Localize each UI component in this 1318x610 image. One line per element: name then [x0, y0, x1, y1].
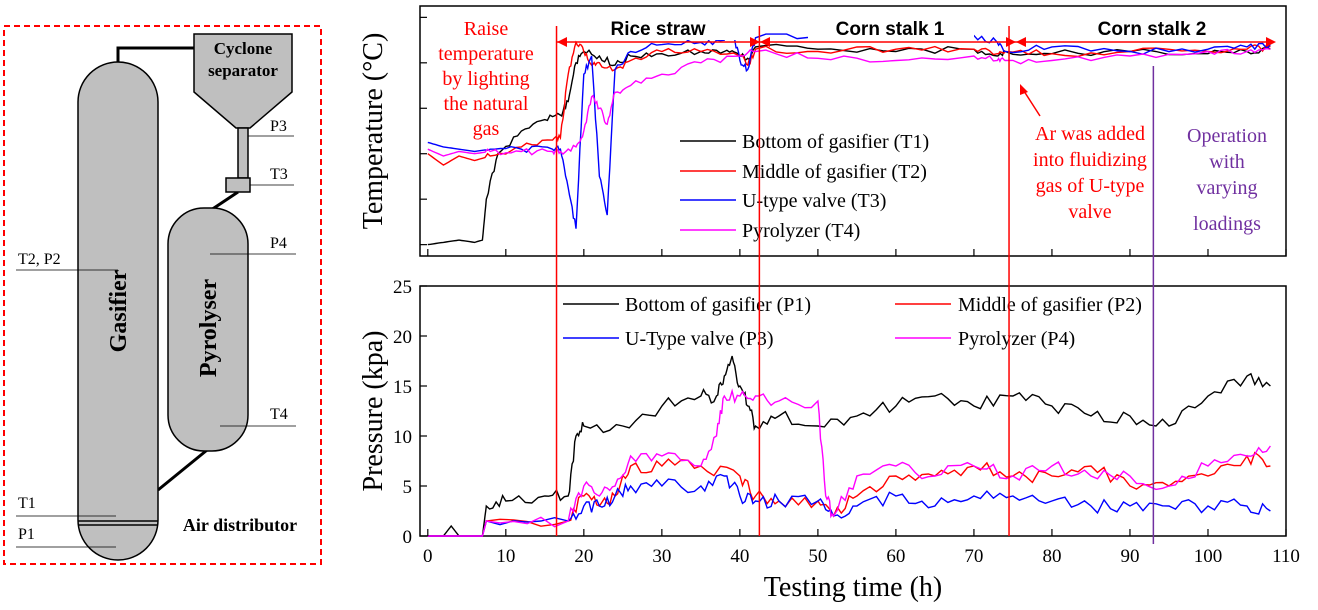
- diagram-border: [3, 25, 322, 565]
- gasifier-vessel: [77, 61, 159, 561]
- section-rice-straw: Rice straw: [610, 19, 705, 40]
- svg-text:temperature: temperature: [438, 43, 534, 65]
- series-line-4: [427, 47, 1271, 157]
- pressure-axis-title: Pressure (kpa): [358, 331, 389, 492]
- svg-text:the natural: the natural: [444, 93, 529, 115]
- svg-text:Ar was added: Ar was added: [1035, 123, 1145, 145]
- svg-text:loadings: loadings: [1193, 213, 1261, 235]
- temperature-y-ticks: [420, 16, 427, 246]
- p1-label: P1: [18, 526, 35, 543]
- t2p2-label: T2, P2: [18, 251, 61, 268]
- series-8: [427, 388, 1271, 537]
- series-7: [427, 473, 1271, 537]
- legend-t4: Pyrolyzer (T4): [742, 220, 860, 242]
- cyclone-label-line1: Cyclone: [214, 39, 273, 58]
- series-line-3: [427, 26, 1271, 229]
- svg-text:into fluidizing: into fluidizing: [1033, 149, 1147, 171]
- x-tick-label: 0: [423, 546, 433, 567]
- cyclone-separator: [193, 33, 293, 129]
- section-corn-stalk-2: Corn stalk 2: [1098, 19, 1207, 40]
- pressure-series: [427, 355, 1271, 537]
- svg-text:gas: gas: [473, 118, 500, 140]
- time-axis-title: Testing time (h): [764, 572, 942, 603]
- legend-t3: U-type valve (T3): [742, 190, 886, 212]
- x-tick-label: 110: [1272, 546, 1300, 567]
- air-distributor-label: Air distributor: [183, 515, 297, 535]
- y-tick-label: 10: [393, 427, 412, 448]
- x-tick-label: 10: [496, 546, 515, 567]
- section-arrows: [557, 16, 1276, 47]
- temperature-axis-title: Temperature (°C): [358, 33, 389, 230]
- section-corn-stalk-1: Corn stalk 1: [836, 19, 945, 40]
- gasifier-label: Gasifier: [106, 269, 132, 352]
- x-tick-label: 90: [1120, 546, 1139, 567]
- pressure-legend: Bottom of gasifier (P1) Middle of gasifi…: [563, 294, 1142, 350]
- operation-note: Operation with varying loadings: [1187, 125, 1267, 235]
- temperature-panel: Temperature (°C) Bottom of gasifier (T1)…: [358, 5, 1287, 257]
- process-diagram: Cyclone separator P3 T3 P4 T4 T2, P2 T1 …: [3, 25, 322, 565]
- svg-text:gas of U-type: gas of U-type: [1036, 175, 1145, 197]
- svg-text:Operation: Operation: [1187, 125, 1267, 147]
- svg-text:with: with: [1209, 151, 1245, 173]
- temperature-legend: Bottom of gasifier (T1) Middle of gasifi…: [680, 131, 929, 242]
- x-tick-label: 80: [1042, 546, 1061, 567]
- t1-label: T1: [18, 495, 36, 512]
- x-tick-label: 20: [574, 546, 593, 567]
- series-3: [427, 26, 1271, 229]
- x-tick-label: 30: [652, 546, 671, 567]
- x-tick-label: 50: [808, 546, 827, 567]
- temperature-x-ticks: [427, 249, 1287, 256]
- ar-added-note: Ar was added into fluidizing gas of U-ty…: [1020, 84, 1147, 223]
- legend-p1: Bottom of gasifier (P1): [625, 294, 811, 316]
- y-tick-label: 25: [393, 277, 412, 298]
- x-tick-label: 100: [1194, 546, 1223, 567]
- u-type-valve: [225, 177, 251, 193]
- series-4: [427, 47, 1271, 157]
- p3-label: P3: [270, 118, 287, 135]
- event-markers: [555, 26, 1155, 544]
- legend-p2: Middle of gasifier (P2): [958, 294, 1142, 316]
- p4-label: P4: [270, 235, 287, 252]
- pyrolyser-vessel: [167, 207, 249, 452]
- y-tick-label: 15: [393, 377, 412, 398]
- pressure-panel: 0 10 20 30 40 50 60 70 80 90 100 110 0 5 10 15 20 25 Pre…: [358, 277, 1300, 603]
- x-tick-label: 70: [964, 546, 983, 567]
- pressure-plot-frame: [419, 285, 1287, 537]
- pyrolyser-to-gasifier-pipe: [157, 444, 213, 492]
- cyclone-label-line2: separator: [208, 61, 278, 80]
- y-tick-label: 0: [403, 527, 413, 548]
- legend-p4: Pyrolyzer (P4): [958, 328, 1075, 350]
- legend-p3: U-Type valve (P3): [625, 328, 774, 350]
- x-tick-label: 40: [730, 546, 749, 567]
- series-line-8: [427, 388, 1271, 537]
- x-tick-label: 60: [886, 546, 905, 567]
- pyrolyser-label: Pyrolyser: [196, 279, 222, 378]
- svg-text:by lighting: by lighting: [442, 68, 529, 90]
- standpipe: [237, 127, 249, 179]
- y-tick-label: 5: [403, 477, 413, 498]
- raise-temperature-note: Raise temperature by lighting the natura…: [438, 18, 534, 140]
- y-tick-label: 20: [393, 327, 412, 348]
- series-line-7: [427, 473, 1271, 537]
- pressure-y-ticks: 0 5 10 15 20 25: [393, 277, 427, 548]
- t3-label: T3: [270, 166, 288, 183]
- svg-text:Raise: Raise: [464, 18, 509, 40]
- svg-text:valve: valve: [1068, 201, 1111, 223]
- t4-label: T4: [270, 406, 288, 423]
- svg-text:varying: varying: [1196, 177, 1257, 199]
- temperature-series: [427, 26, 1271, 246]
- pressure-x-ticks: 0 10 20 30 40 50 60 70 80 90 100 110: [423, 529, 1300, 567]
- legend-t1: Bottom of gasifier (T1): [742, 131, 929, 153]
- legend-t2: Middle of gasifier (T2): [742, 161, 927, 183]
